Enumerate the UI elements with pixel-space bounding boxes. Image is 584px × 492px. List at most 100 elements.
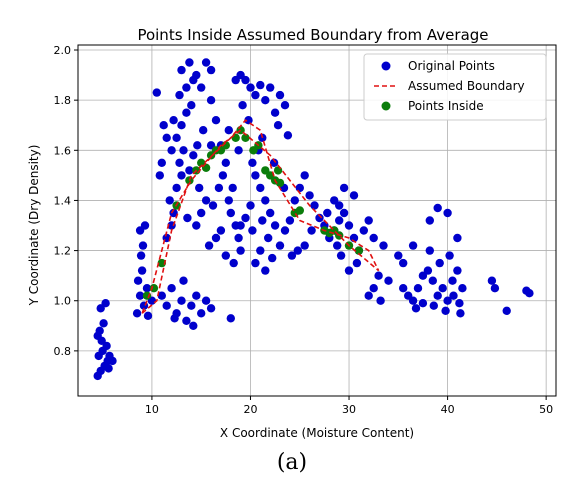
original-point [448,276,457,285]
original-point [189,321,198,330]
original-point [211,116,221,125]
plot-area [77,44,557,397]
inside-point [157,258,166,268]
original-point [275,241,285,250]
original-point [307,226,316,235]
original-point [423,266,433,275]
original-point [273,121,283,130]
x-tick-label: 30 [342,403,356,416]
original-point [167,284,176,293]
original-point [204,241,214,250]
original-point [101,299,110,308]
original-point [384,276,393,285]
original-point [323,208,332,218]
scatter-chart: Points Inside Assumed Boundary from Aver… [27,26,557,440]
original-point [179,146,188,155]
original-point [369,284,378,293]
original-point [453,233,462,243]
original-point [435,258,444,268]
original-point [170,314,179,323]
inside-point [241,133,250,142]
original-point [226,314,235,323]
legend-box [363,53,547,121]
original-point [453,266,462,275]
original-point [177,296,186,305]
original-point [206,96,216,105]
inside-point [149,284,159,293]
original-point [216,226,226,235]
original-point [374,271,383,280]
original-point [433,203,442,213]
original-point [369,233,378,243]
original-point [172,133,181,142]
original-point [197,83,206,92]
inside-point [201,163,211,172]
original-point [169,116,178,125]
original-point [256,80,265,90]
original-point [197,208,206,218]
original-point [268,253,277,263]
original-point [221,251,230,260]
x-tick-label: 20 [243,403,257,416]
original-point [140,221,150,230]
original-point [376,296,385,305]
original-point [270,108,280,117]
original-point [429,301,438,310]
inside-point [221,141,230,150]
original-point [502,306,511,315]
original-point [236,221,245,230]
original-point [275,90,285,100]
original-point [285,216,295,225]
grid [78,45,556,396]
original-point [99,319,108,328]
original-point [290,196,299,205]
original-point [399,258,408,268]
original-point [136,251,146,260]
original-point [157,158,166,167]
original-point [197,309,206,318]
original-point [224,196,233,205]
original-point [152,88,161,97]
inside-point [142,291,152,300]
original-point [270,221,280,230]
original-point [155,171,164,180]
inside-point [231,133,240,142]
original-point [293,246,302,255]
original-point [261,96,270,105]
original-point [179,276,188,285]
original-point [449,291,458,300]
original-point [300,241,309,250]
original-point [251,171,260,180]
original-point [335,216,344,225]
original-point [445,251,454,260]
original-point [261,266,270,275]
original-point [344,266,354,275]
original-point [333,241,342,250]
original-point [206,304,216,313]
original-point [300,171,309,180]
original-point [283,131,293,140]
original-point [443,296,452,305]
legend-label-original: Original Points [408,59,495,73]
series-original-points [93,58,534,381]
original-point [425,246,434,255]
original-point [266,83,275,92]
original-point [229,258,238,268]
assumed-boundary-line [141,119,380,314]
y-tick-label: 0.8 [54,345,72,358]
original-point [182,316,191,325]
original-point [195,183,204,193]
y-axis-label: Y Coordinate (Dry Density) [27,145,41,307]
original-point [256,183,265,193]
original-point [192,221,201,230]
original-point [162,133,171,142]
original-point [224,126,233,135]
original-point [93,331,102,340]
original-point [208,201,218,210]
original-point [241,213,250,223]
original-point [364,291,373,300]
original-point [187,101,196,110]
y-tick-label: 2.0 [54,44,72,57]
original-point [487,276,497,285]
original-point [418,299,428,308]
